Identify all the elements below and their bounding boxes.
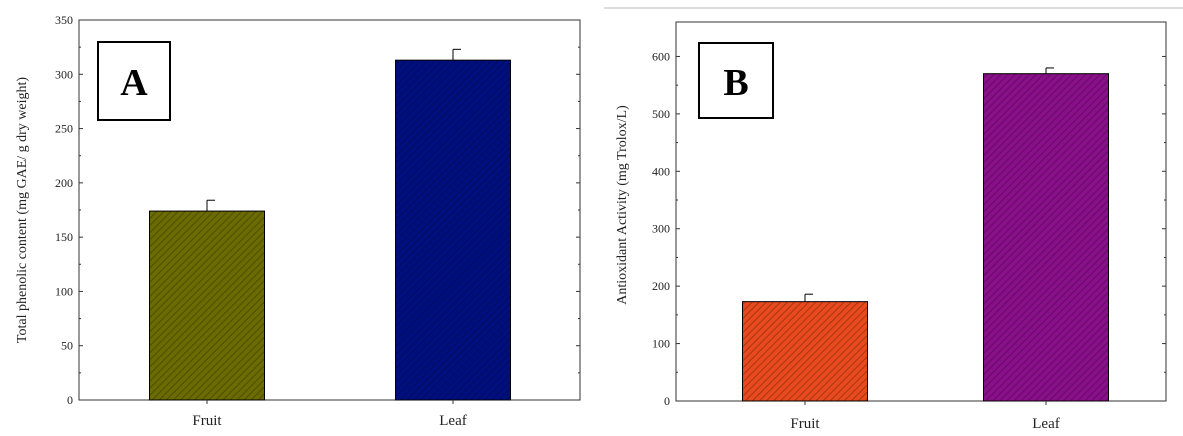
panel-0-ytick-label-5: 250 bbox=[55, 122, 73, 136]
panel-1-ytick-label-5: 500 bbox=[652, 107, 670, 121]
panel-b-letter-box bbox=[698, 42, 774, 119]
panel-0-ytick-label-6: 300 bbox=[55, 67, 73, 81]
panel-a-letter-box bbox=[97, 41, 171, 121]
panel-0-ytick-label-1: 50 bbox=[61, 339, 73, 353]
panel-0-category-label-1: Leaf bbox=[439, 413, 466, 429]
panel-b-y-axis-title: Antioxidant Activity (mg Trolox/L) bbox=[615, 105, 630, 305]
panel-a-letter: A bbox=[120, 62, 148, 104]
panel-a-bars: Fruit Leaf bbox=[149, 48, 511, 429]
panel-0-ytick-label-4: 200 bbox=[55, 176, 73, 190]
panel-0-ytick-label-0: 0 bbox=[67, 393, 73, 407]
panel-b-chart: B Antioxidant Activity (mg Trolox/L) 0 10… bbox=[604, 7, 1183, 432]
panel-a-chart: A Total phenolic content (mg GAE/ g dry … bbox=[15, 13, 581, 429]
panel-b-bars: Fruit Leaf bbox=[742, 67, 1109, 432]
panel-1-ytick-label-1: 100 bbox=[652, 337, 670, 351]
panel-1-bar-leaf bbox=[983, 73, 1109, 402]
panel-0-bar-leaf bbox=[395, 59, 511, 401]
panel-1-ytick-label-6: 600 bbox=[652, 49, 670, 63]
panel-1-ytick-label-3: 300 bbox=[652, 222, 670, 236]
panel-b-frame bbox=[675, 21, 1167, 402]
panel-1-ytick-label-2: 200 bbox=[652, 279, 670, 293]
panel-b-ticks: 0 100 200 300 400 500 600 bbox=[652, 49, 1166, 408]
panel-0-category-label-0: Fruit bbox=[192, 413, 222, 429]
panel-0-ytick-label-7: 350 bbox=[55, 13, 73, 27]
panel-a-y-axis-title: Total phenolic content (mg GAE/ g dry we… bbox=[15, 77, 30, 343]
panel-1-ytick-label-0: 0 bbox=[664, 394, 670, 408]
panel-b-letter: B bbox=[723, 62, 748, 104]
panel-1-category-label-1: Leaf bbox=[1032, 416, 1059, 432]
panel-0-ytick-label-2: 100 bbox=[55, 284, 73, 298]
panel-1-category-label-0: Fruit bbox=[790, 416, 820, 432]
panel-0-ytick-label-3: 150 bbox=[55, 230, 73, 244]
panel-1-bar-fruit bbox=[742, 301, 868, 402]
panel-1-ytick-label-4: 400 bbox=[652, 164, 670, 178]
panel-a-ticks: 0 50 100 150 200 250 300 350 bbox=[55, 13, 580, 407]
panel-0-bar-fruit bbox=[149, 210, 265, 401]
